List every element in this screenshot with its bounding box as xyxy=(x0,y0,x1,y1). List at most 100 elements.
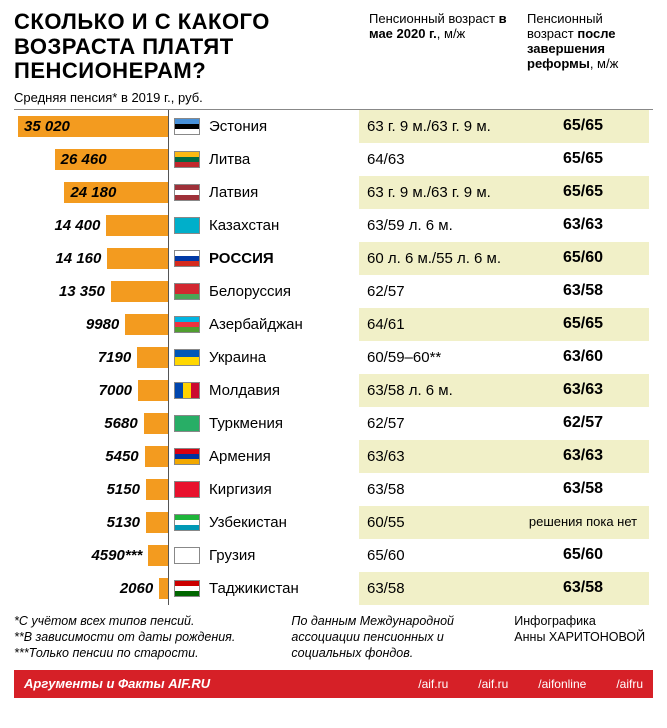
social-link[interactable]: /aifonline xyxy=(538,677,586,691)
pension-bar xyxy=(146,479,168,500)
pension-bar xyxy=(144,413,168,434)
retirement-age-after-reform: 65/65 xyxy=(517,308,649,341)
table-row: 2060Таджикистан63/5863/58 xyxy=(14,572,653,605)
country-flag xyxy=(174,481,200,498)
country-name: Украина xyxy=(205,341,359,374)
table-row: 14 400 Казахстан63/59 л. 6 м.63/63 xyxy=(14,209,653,242)
country-flag xyxy=(174,184,200,201)
country-name: Армения xyxy=(205,440,359,473)
social-link[interactable]: /aifru xyxy=(616,677,643,691)
country-flag xyxy=(174,118,200,135)
retirement-age-2020: 62/57 xyxy=(359,407,517,440)
retirement-age-after-reform: 63/58 xyxy=(517,572,649,605)
country-flag xyxy=(174,217,200,234)
country-name: Литва xyxy=(205,143,359,176)
pension-value: 24 180 xyxy=(70,184,116,201)
retirement-age-after-reform: 62/57 xyxy=(517,407,649,440)
table-row: 24 180 Латвия63 г. 9 м./63 г. 9 м.65/65 xyxy=(14,176,653,209)
pension-value: 5680 xyxy=(104,415,137,432)
table-row: 5130 Узбекистан60/55решения пока нет xyxy=(14,506,653,539)
pension-bar xyxy=(148,545,168,566)
retirement-age-after-reform: 65/65 xyxy=(517,110,649,143)
country-name: Туркмения xyxy=(205,407,359,440)
retirement-age-2020: 63/59 л. 6 м. xyxy=(359,209,517,242)
country-name: Казахстан xyxy=(205,209,359,242)
retirement-age-after-reform: 63/60 xyxy=(517,341,649,374)
table-row: 5150Киргизия63/5863/58 xyxy=(14,473,653,506)
country-flag xyxy=(174,349,200,366)
brand-logo: Аргументы и Факты AIF.RU xyxy=(24,676,210,691)
table-row: 13 350Белоруссия62/5763/58 xyxy=(14,275,653,308)
table-row: 5680Туркмения62/5762/57 xyxy=(14,407,653,440)
pension-bar xyxy=(111,281,168,302)
country-name: Белоруссия xyxy=(205,275,359,308)
country-name: Азербайджан xyxy=(205,308,359,341)
retirement-age-after-reform: 63/58 xyxy=(517,473,649,506)
retirement-age-2020: 60/55 xyxy=(359,506,517,539)
country-flag xyxy=(174,250,200,267)
pension-value: 14 160 xyxy=(55,250,101,267)
footnotes-source: По данным Международной ассоциации пенси… xyxy=(291,613,514,662)
country-name: Грузия xyxy=(205,539,359,572)
country-name: Латвия xyxy=(205,176,359,209)
retirement-age-after-reform: 63/63 xyxy=(517,440,649,473)
retirement-age-2020: 60/59–60** xyxy=(359,341,517,374)
country-name: Узбекистан xyxy=(205,506,359,539)
country-name: Эстония xyxy=(205,110,359,143)
retirement-age-2020: 63/63 xyxy=(359,440,517,473)
pension-bar xyxy=(146,512,168,533)
retirement-age-after-reform: 65/60 xyxy=(517,242,649,275)
pension-bar: 26 460 xyxy=(55,149,168,170)
pension-value: 35 020 xyxy=(24,118,70,135)
table-row: 14 160РОССИЯ60 л. 6 м./55 л. 6 м.65/60 xyxy=(14,242,653,275)
retirement-age-after-reform: решения пока нет xyxy=(517,506,649,539)
retirement-age-2020: 63/58 xyxy=(359,572,517,605)
pension-value: 5150 xyxy=(107,481,140,498)
social-links: /aif.ru/aif.ru/aifonline/aifru xyxy=(418,677,643,691)
retirement-age-2020: 63 г. 9 м./63 г. 9 м. xyxy=(359,110,517,143)
pension-bar xyxy=(138,380,168,401)
country-flag xyxy=(174,151,200,168)
table-row: 7190 Украина60/59–60**63/60 xyxy=(14,341,653,374)
pension-value: 5130 xyxy=(107,514,140,531)
table-row: 7000Молдавия63/58 л. 6 м.63/63 xyxy=(14,374,653,407)
column-header-age-after-reform: Пенсионный возраст после завершения рефо… xyxy=(521,10,653,72)
country-name: Таджикистан xyxy=(205,572,359,605)
retirement-age-2020: 64/63 xyxy=(359,143,517,176)
pension-value: 2060 xyxy=(120,580,153,597)
pension-value: 7190 xyxy=(98,349,131,366)
retirement-age-2020: 63 г. 9 м./63 г. 9 м. xyxy=(359,176,517,209)
country-flag xyxy=(174,283,200,300)
footnote-line: **В зависимости от даты рождения. xyxy=(14,629,291,645)
country-flag xyxy=(174,415,200,432)
pension-bar: 24 180 xyxy=(64,182,168,203)
pension-bar xyxy=(159,578,168,599)
country-name: Киргизия xyxy=(205,473,359,506)
pension-bar-chart: 35 020Эстония63 г. 9 м./63 г. 9 м.65/652… xyxy=(14,109,653,605)
social-link[interactable]: /aif.ru xyxy=(418,677,448,691)
country-flag xyxy=(174,547,200,564)
social-link[interactable]: /aif.ru xyxy=(478,677,508,691)
table-row: 5450Армения63/6363/63 xyxy=(14,440,653,473)
column-header-age-2020: Пенсионный возраст в мае 2020 г., м/ж xyxy=(363,10,521,42)
pension-value: 7000 xyxy=(99,382,132,399)
pension-value: 4590*** xyxy=(91,547,142,564)
country-flag xyxy=(174,514,200,531)
country-flag xyxy=(174,316,200,333)
pension-value: 26 460 xyxy=(61,151,107,168)
retirement-age-after-reform: 65/65 xyxy=(517,176,649,209)
retirement-age-after-reform: 63/63 xyxy=(517,209,649,242)
retirement-age-2020: 64/61 xyxy=(359,308,517,341)
pension-bar xyxy=(137,347,168,368)
table-row: 26 460Литва64/6365/65 xyxy=(14,143,653,176)
country-flag xyxy=(174,448,200,465)
pension-value: 14 400 xyxy=(54,217,100,234)
bar-chart-caption: Средняя пенсия* в 2019 г., руб. xyxy=(14,90,359,105)
pension-value: 5450 xyxy=(105,448,138,465)
pension-value: 13 350 xyxy=(59,283,105,300)
pension-bar: 35 020 xyxy=(18,116,168,137)
footnotes-left: *С учётом всех типов пенсий.**В зависимо… xyxy=(14,613,291,662)
country-name: Молдавия xyxy=(205,374,359,407)
footnote-line: *С учётом всех типов пенсий. xyxy=(14,613,291,629)
pension-bar xyxy=(145,446,168,467)
